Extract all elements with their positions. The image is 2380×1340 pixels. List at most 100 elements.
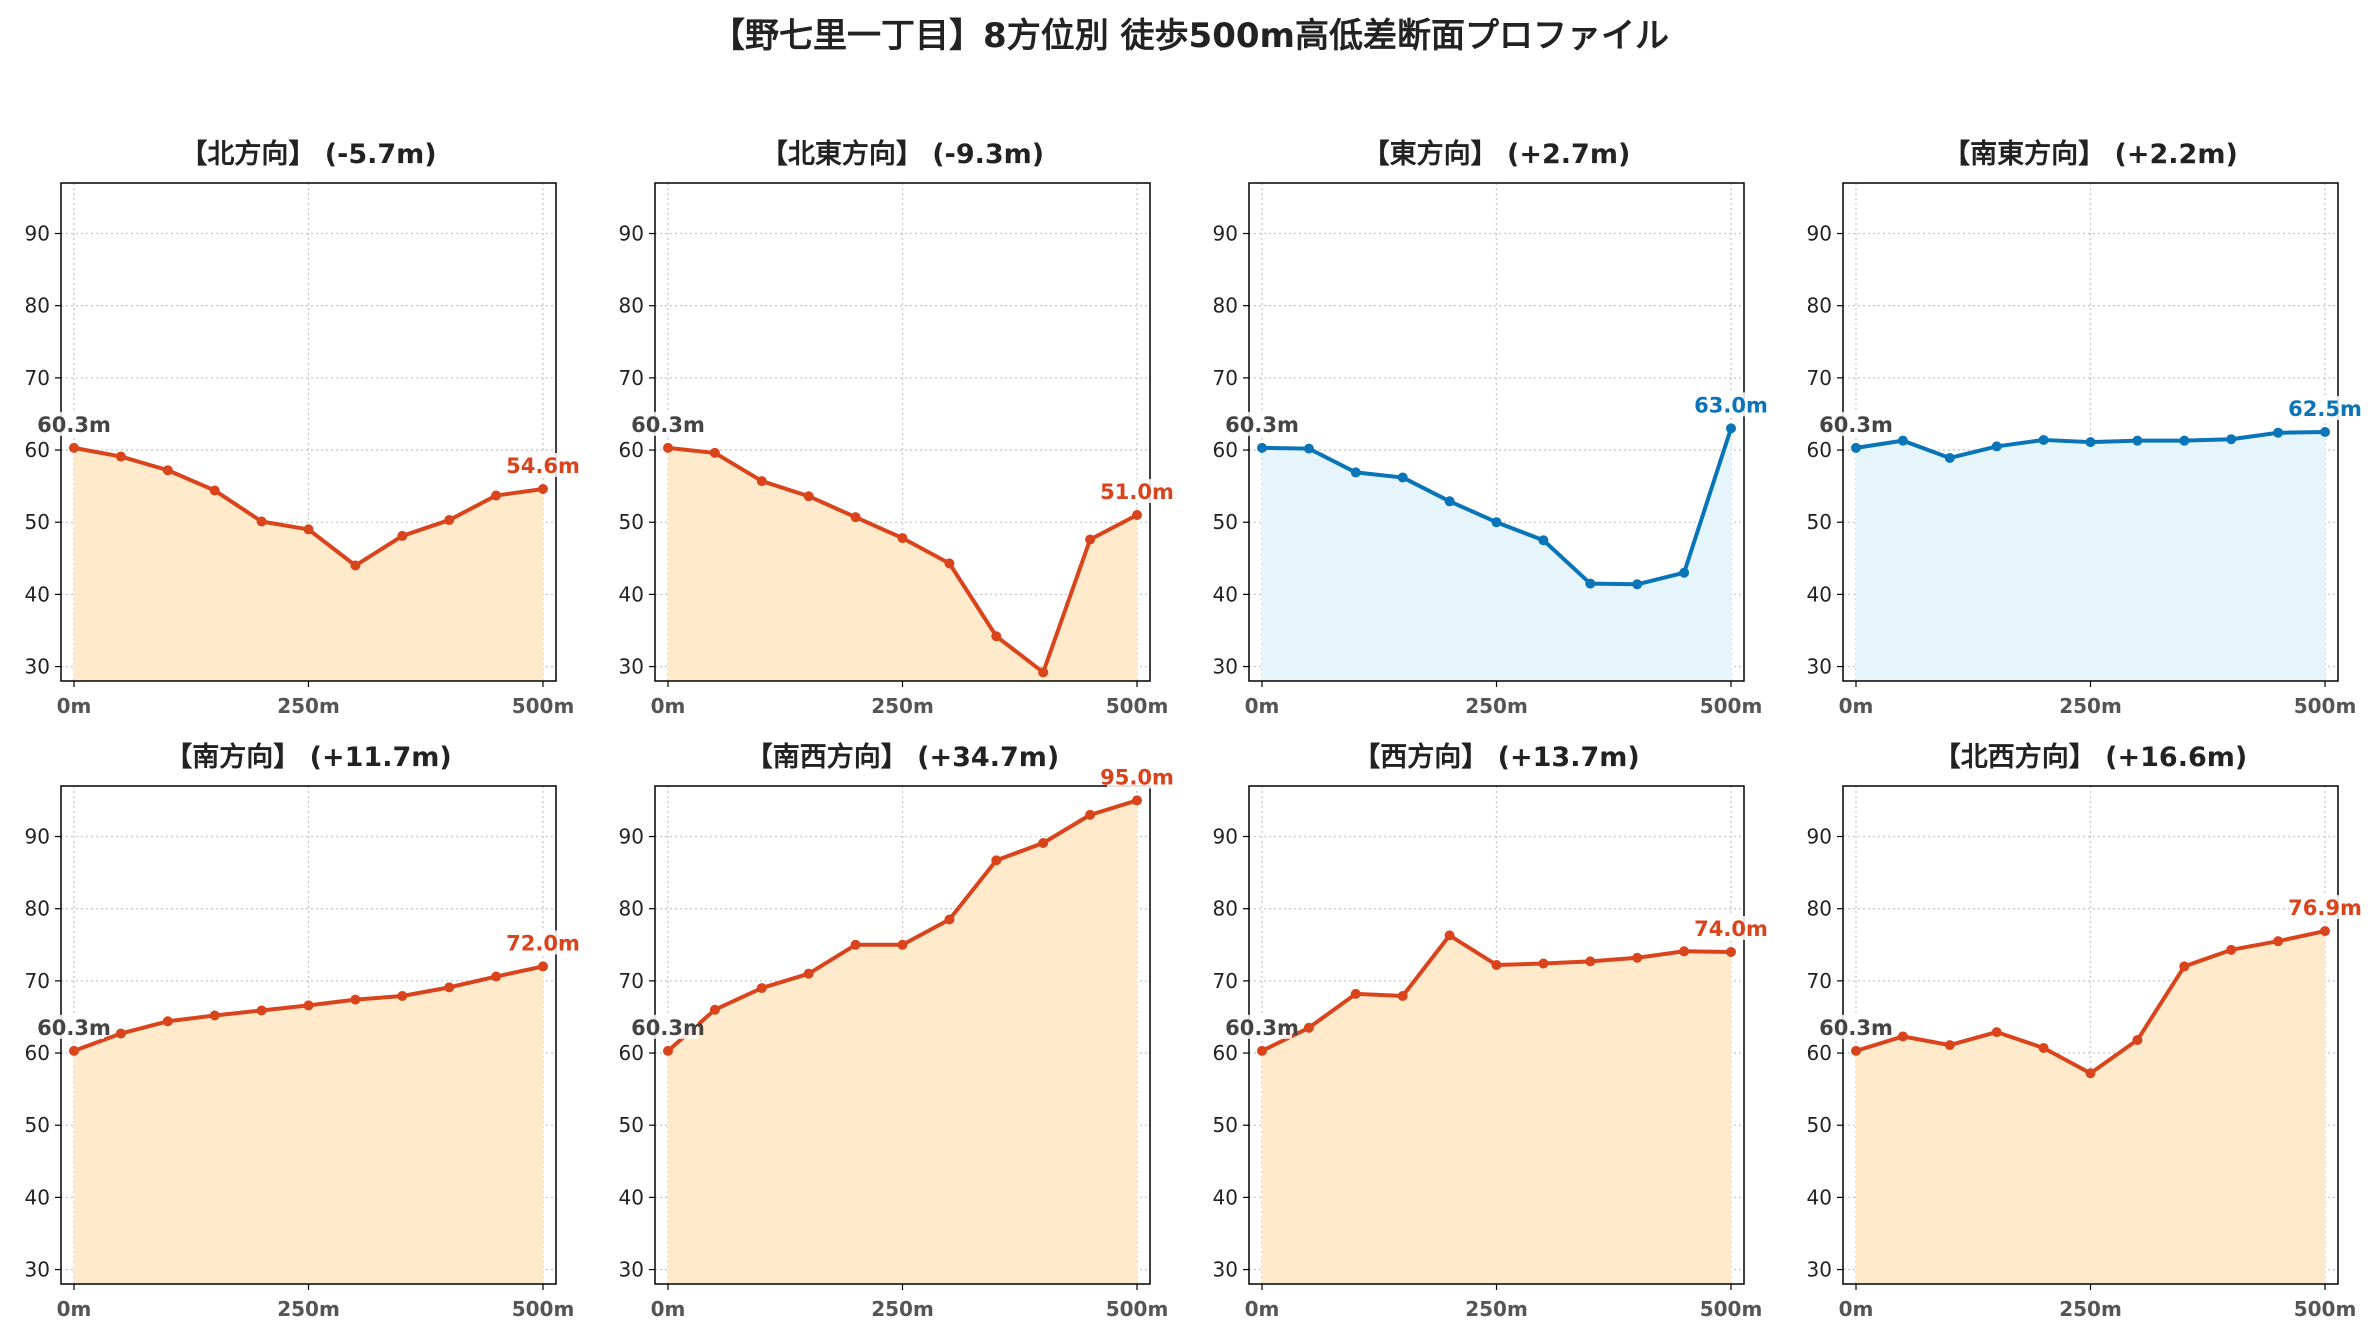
- data-point: [2226, 434, 2237, 445]
- start-label-bg: [638, 411, 698, 436]
- data-point: [1585, 578, 1596, 589]
- data-point: [69, 1045, 79, 1056]
- data-point: [1538, 535, 1549, 546]
- data-point: [1632, 579, 1643, 590]
- y-tick-label: 70: [1213, 969, 1238, 993]
- y-tick-label: 80: [1213, 897, 1238, 921]
- data-point: [1038, 838, 1049, 849]
- x-tick-label: 250m: [2059, 1297, 2122, 1321]
- data-point: [944, 914, 955, 925]
- y-tick-label: 50: [619, 1113, 644, 1137]
- data-point: [1897, 1031, 1908, 1042]
- y-tick-label: 60: [1807, 1041, 1832, 1065]
- data-point: [1679, 567, 1690, 578]
- y-tick-label: 60: [619, 1041, 644, 1065]
- x-tick-label: 250m: [277, 694, 340, 718]
- end-label-bg: [1107, 764, 1167, 789]
- chart-title: 【南西方向】 (+34.7m): [746, 741, 1059, 773]
- data-point: [115, 1028, 126, 1039]
- data-point: [1944, 1040, 1955, 1051]
- chart-title: 【南東方向】 (+2.2m): [1943, 138, 2238, 170]
- y-tick-label: 70: [1213, 366, 1238, 390]
- chart-panel: 【西方向】 (+13.7m) 30 40 50 60 70 80 90 0m 250m 500m 60…: [1213, 741, 1768, 1321]
- data-point: [444, 515, 455, 526]
- start-label-bg: [44, 1014, 104, 1039]
- chart-title: 【南方向】 (+11.7m): [165, 741, 451, 773]
- data-point: [1538, 958, 1549, 969]
- y-tick-label: 80: [619, 897, 644, 921]
- data-point: [162, 1016, 173, 1027]
- data-point: [209, 1010, 220, 1021]
- data-point: [2273, 427, 2284, 438]
- data-point: [756, 983, 767, 994]
- data-point: [663, 442, 673, 453]
- data-point: [162, 465, 173, 476]
- data-point: [1038, 667, 1049, 678]
- data-point: [850, 512, 861, 523]
- y-tick-label: 50: [1213, 510, 1238, 534]
- area-fill: [74, 447, 543, 681]
- x-tick-label: 250m: [2059, 694, 2122, 718]
- start-label: 60.3m: [631, 1016, 705, 1040]
- start-label: 60.3m: [1225, 1016, 1299, 1040]
- chart-panel: 【東方向】 (+2.7m) 30 40 50 60 70 80 90 0m 250m 500m 60.…: [1213, 138, 1768, 718]
- x-tick-label: 500m: [1700, 694, 1763, 718]
- x-tick-label: 0m: [1245, 1297, 1280, 1321]
- y-tick-label: 50: [25, 1113, 50, 1137]
- start-label-bg: [44, 411, 104, 436]
- area-fill: [1262, 935, 1731, 1284]
- data-point: [256, 516, 267, 527]
- chart-panel: 【北方向】 (-5.7m) 30 40 50 60 70 80 90 0m 250m 500m 60.…: [25, 138, 580, 718]
- data-point: [1085, 809, 1096, 820]
- data-point: [897, 939, 908, 950]
- data-point: [663, 1045, 673, 1056]
- area-fill: [668, 800, 1137, 1284]
- end-label-bg: [1701, 916, 1761, 940]
- start-label: 60.3m: [1819, 413, 1893, 437]
- area-fill: [1856, 931, 2325, 1284]
- end-label-bg: [1701, 392, 1761, 417]
- chart-panel: 【南西方向】 (+34.7m) 30 40 50 60 70 80 90 0m 250m 500m 6…: [619, 741, 1174, 1321]
- y-tick-label: 40: [25, 582, 50, 606]
- x-tick-label: 0m: [1839, 694, 1874, 718]
- data-point: [303, 1000, 314, 1011]
- chart-title: 【北西方向】 (+16.6m): [1934, 741, 2247, 773]
- y-tick-label: 90: [619, 825, 644, 849]
- y-tick-label: 30: [25, 1258, 50, 1282]
- y-tick-label: 80: [25, 897, 50, 921]
- y-tick-label: 90: [619, 222, 644, 246]
- start-label: 60.3m: [1819, 1016, 1893, 1040]
- y-tick-label: 80: [1213, 294, 1238, 318]
- data-point: [350, 560, 361, 571]
- start-label-bg: [1826, 411, 1886, 436]
- y-tick-label: 90: [1213, 825, 1238, 849]
- data-point: [1132, 795, 1142, 806]
- y-tick-label: 70: [25, 969, 50, 993]
- x-tick-label: 0m: [57, 1297, 92, 1321]
- data-point: [2132, 1035, 2143, 1046]
- data-point: [850, 939, 861, 950]
- y-tick-label: 90: [25, 825, 50, 849]
- data-point: [1350, 467, 1361, 478]
- data-point: [1397, 991, 1408, 1002]
- data-point: [1303, 443, 1314, 454]
- y-tick-label: 30: [619, 1258, 644, 1282]
- x-tick-label: 500m: [512, 1297, 575, 1321]
- data-point: [2038, 434, 2049, 445]
- y-tick-label: 90: [1213, 222, 1238, 246]
- end-label-bg: [513, 453, 573, 478]
- y-tick-label: 30: [1213, 655, 1238, 679]
- data-point: [538, 484, 548, 495]
- data-point: [991, 631, 1002, 642]
- data-point: [1444, 496, 1455, 507]
- y-tick-label: 30: [25, 655, 50, 679]
- y-tick-label: 80: [25, 294, 50, 318]
- y-tick-label: 40: [1807, 1185, 1832, 1209]
- data-point: [2179, 435, 2190, 446]
- end-label: 51.0m: [1100, 480, 1174, 504]
- y-tick-label: 80: [1807, 897, 1832, 921]
- data-point: [709, 447, 720, 458]
- data-point: [1491, 517, 1502, 528]
- y-tick-label: 50: [1807, 510, 1832, 534]
